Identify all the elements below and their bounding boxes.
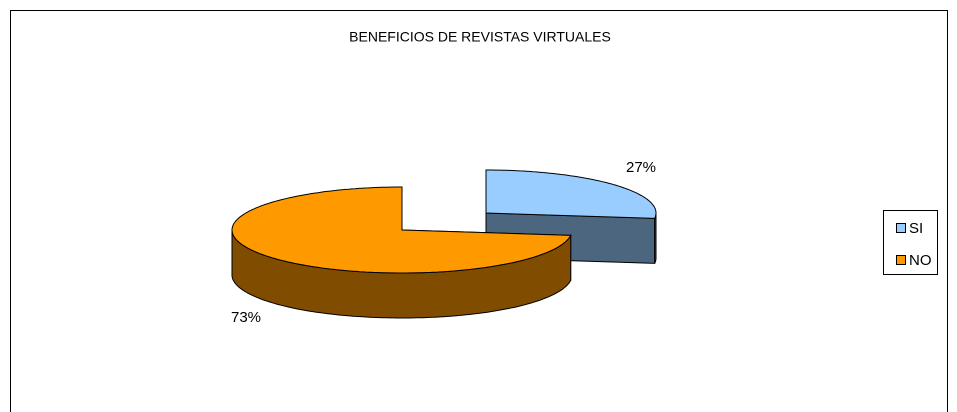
legend-box (883, 210, 938, 275)
legend-swatch (896, 255, 906, 265)
chart-title: BENEFICIOS DE REVISTAS VIRTUALES (349, 29, 611, 45)
slice (485, 169, 657, 219)
data-label: 73% (231, 309, 261, 326)
legend-swatch (896, 223, 906, 233)
chart-frame (10, 10, 948, 412)
legend-label: SI (909, 220, 923, 237)
slice-side (654, 213, 657, 264)
legend-label: NO (909, 252, 932, 269)
slice (231, 186, 572, 274)
data-label: 27% (626, 159, 656, 176)
